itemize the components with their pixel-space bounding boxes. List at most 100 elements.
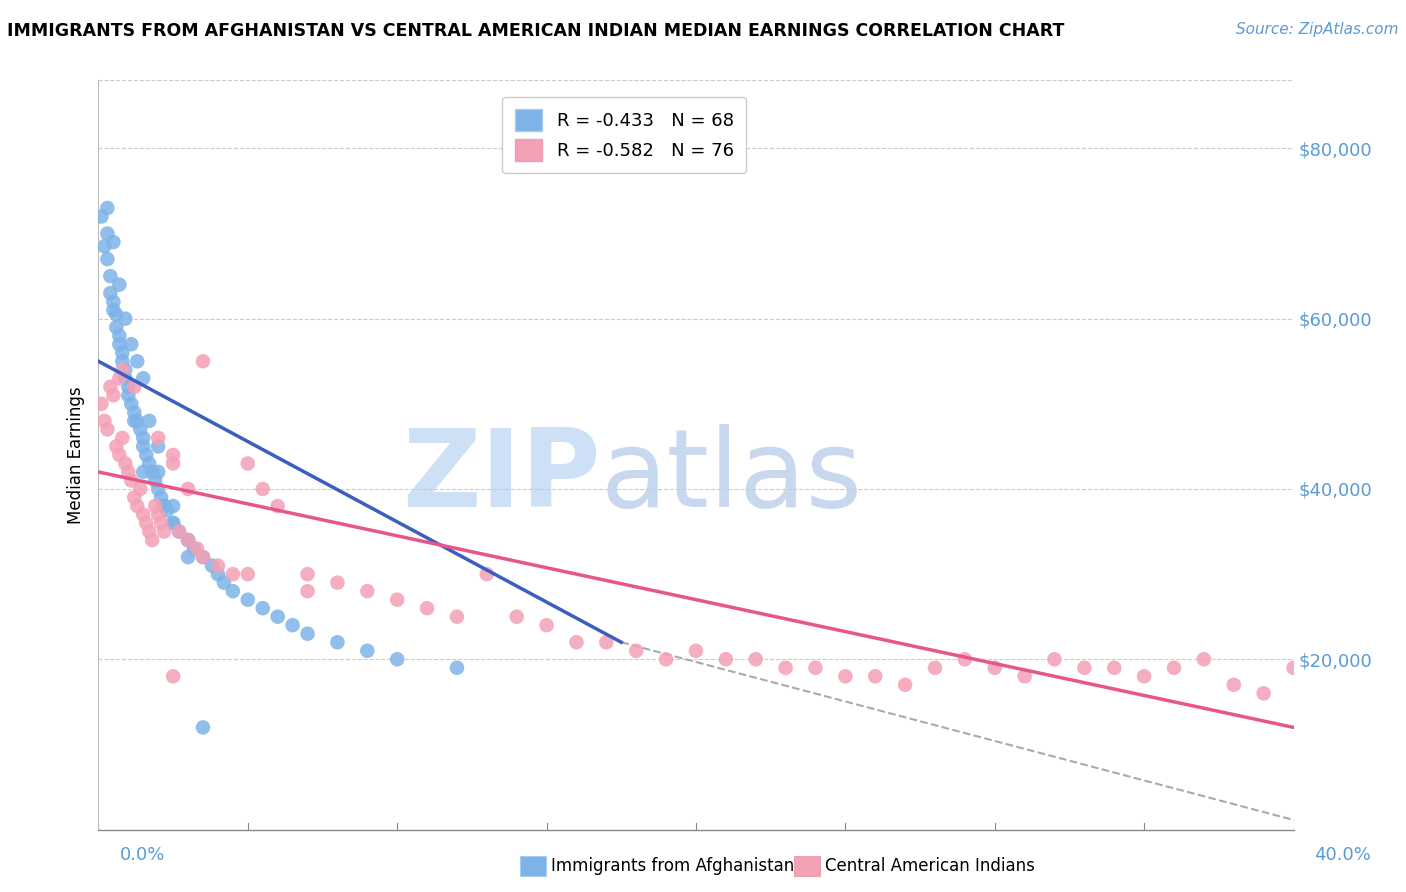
Point bbox=[90, 397, 112, 411]
Point bbox=[93, 414, 115, 428]
Text: ZIP: ZIP bbox=[402, 425, 600, 531]
Point bbox=[150, 491, 173, 505]
Point bbox=[148, 508, 170, 522]
Point bbox=[191, 550, 214, 565]
Point bbox=[124, 491, 146, 505]
Point bbox=[90, 210, 112, 224]
Point bbox=[150, 516, 173, 530]
Point bbox=[177, 533, 200, 547]
Point bbox=[162, 448, 184, 462]
Point bbox=[385, 592, 409, 607]
Point bbox=[105, 439, 128, 453]
Point bbox=[1253, 686, 1275, 700]
Point bbox=[114, 457, 136, 471]
Point bbox=[177, 533, 200, 547]
Point bbox=[96, 252, 118, 266]
Point bbox=[186, 541, 208, 556]
Point bbox=[162, 516, 184, 530]
Point bbox=[626, 644, 648, 658]
Point bbox=[124, 380, 146, 394]
Point bbox=[114, 363, 136, 377]
Point bbox=[162, 516, 184, 530]
Point bbox=[1073, 661, 1095, 675]
Point bbox=[236, 592, 259, 607]
Point bbox=[894, 678, 917, 692]
Point bbox=[167, 524, 190, 539]
Point bbox=[1043, 652, 1066, 666]
Point bbox=[103, 235, 125, 249]
Point bbox=[132, 465, 155, 479]
Point bbox=[105, 320, 128, 334]
Point bbox=[96, 201, 118, 215]
Point bbox=[153, 499, 176, 513]
Point bbox=[356, 584, 378, 599]
Point bbox=[108, 277, 131, 292]
Point bbox=[117, 380, 139, 394]
Point bbox=[506, 609, 529, 624]
Point bbox=[117, 388, 139, 402]
Text: Source: ZipAtlas.com: Source: ZipAtlas.com bbox=[1236, 22, 1399, 37]
Point bbox=[834, 669, 856, 683]
Point bbox=[297, 567, 319, 582]
Point bbox=[143, 499, 166, 513]
Point bbox=[117, 465, 139, 479]
Point bbox=[103, 294, 125, 309]
Point bbox=[96, 227, 118, 241]
Point bbox=[162, 669, 184, 683]
Point bbox=[98, 380, 122, 394]
Text: 0.0%: 0.0% bbox=[120, 846, 165, 863]
Point bbox=[267, 499, 290, 513]
Point bbox=[135, 516, 157, 530]
Point bbox=[1223, 678, 1246, 692]
Point bbox=[1104, 661, 1126, 675]
Point bbox=[222, 584, 245, 599]
Point bbox=[565, 635, 588, 649]
Y-axis label: Median Earnings: Median Earnings bbox=[66, 386, 84, 524]
Point bbox=[108, 337, 131, 351]
Point bbox=[111, 363, 134, 377]
Point bbox=[385, 652, 409, 666]
Point bbox=[127, 499, 149, 513]
Point bbox=[984, 661, 1007, 675]
Point bbox=[356, 644, 378, 658]
Point bbox=[281, 618, 304, 632]
Point bbox=[108, 448, 131, 462]
Point bbox=[111, 431, 134, 445]
Text: IMMIGRANTS FROM AFGHANISTAN VS CENTRAL AMERICAN INDIAN MEDIAN EARNINGS CORRELATI: IMMIGRANTS FROM AFGHANISTAN VS CENTRAL A… bbox=[7, 22, 1064, 40]
Point bbox=[326, 635, 349, 649]
Point bbox=[114, 311, 136, 326]
Point bbox=[191, 720, 214, 734]
Point bbox=[120, 397, 142, 411]
Point bbox=[127, 414, 149, 428]
Point bbox=[865, 669, 887, 683]
Point bbox=[132, 431, 155, 445]
Point bbox=[156, 503, 179, 517]
Point bbox=[111, 354, 134, 368]
Point bbox=[132, 439, 155, 453]
Point bbox=[297, 584, 319, 599]
Point bbox=[143, 474, 166, 488]
Point bbox=[162, 499, 184, 513]
Point bbox=[177, 550, 200, 565]
Point bbox=[120, 337, 142, 351]
Point bbox=[326, 575, 349, 590]
Point bbox=[138, 457, 160, 471]
Point bbox=[108, 371, 131, 385]
Point bbox=[775, 661, 797, 675]
Point bbox=[177, 533, 200, 547]
Text: atlas: atlas bbox=[600, 425, 862, 531]
Point bbox=[252, 482, 274, 496]
Point bbox=[685, 644, 707, 658]
Point bbox=[177, 482, 200, 496]
Point bbox=[236, 567, 259, 582]
Point bbox=[655, 652, 678, 666]
Text: Central American Indians: Central American Indians bbox=[825, 857, 1035, 875]
Point bbox=[1133, 669, 1156, 683]
Point bbox=[129, 422, 152, 436]
Point bbox=[96, 422, 118, 436]
Point bbox=[111, 345, 134, 359]
Point bbox=[153, 499, 176, 513]
Point bbox=[212, 575, 235, 590]
Point bbox=[124, 414, 146, 428]
Point bbox=[207, 567, 229, 582]
